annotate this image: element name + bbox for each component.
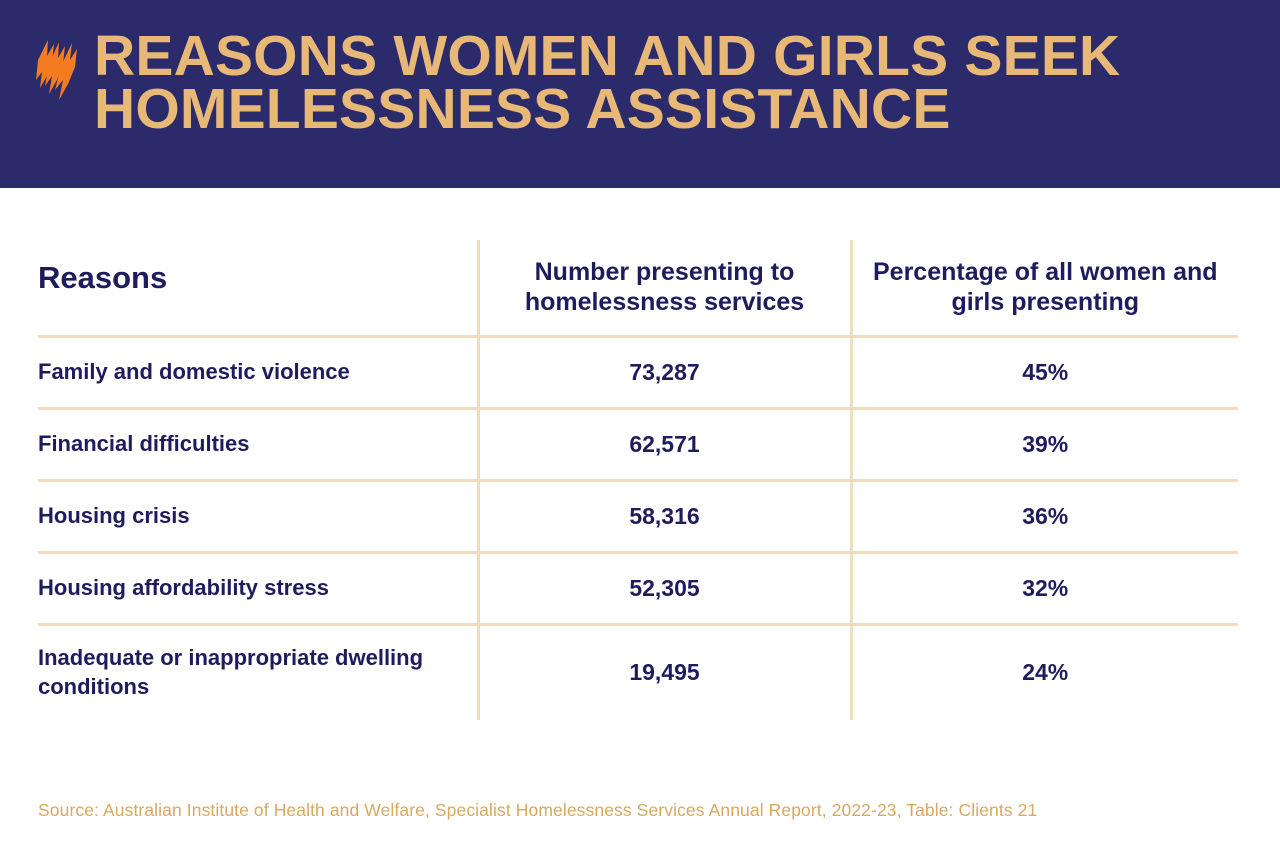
column-header-percentage: Percentage of all women and girls presen… <box>849 240 1238 338</box>
column-header-reasons: Reasons <box>38 240 478 338</box>
table-row: Family and domestic violence 73,287 45% <box>38 336 1238 410</box>
page-title: Reasons women and girls seek homelessnes… <box>94 24 1121 141</box>
cell-percentage: 45% <box>849 336 1238 410</box>
header-banner: Reasons women and girls seek homelessnes… <box>0 0 1280 188</box>
table-row: Inadequate or inappropriate dwelling con… <box>38 624 1238 720</box>
cell-reason: Financial difficulties <box>38 408 478 482</box>
cell-percentage: 39% <box>849 408 1238 482</box>
table-row: Housing affordability stress 52,305 32% <box>38 552 1238 626</box>
cell-reason: Inadequate or inappropriate dwelling con… <box>38 645 424 699</box>
sbs-flame-logo-icon <box>34 38 80 102</box>
table-header: Reasons Number presenting to homelessnes… <box>38 240 1238 338</box>
cell-reason: Housing affordability stress <box>38 552 478 626</box>
cell-number: 19,495 <box>476 624 851 720</box>
cell-number: 58,316 <box>476 480 851 554</box>
cell-number: 73,287 <box>476 336 851 410</box>
cell-reason: Family and domestic violence <box>38 336 478 410</box>
reasons-table: Reasons Number presenting to homelessnes… <box>38 240 1238 720</box>
table-row: Financial difficulties 62,571 39% <box>38 408 1238 482</box>
table-header-row: Reasons Number presenting to homelessnes… <box>38 240 1238 338</box>
cell-number: 52,305 <box>476 552 851 626</box>
table-row: Housing crisis 58,316 36% <box>38 480 1238 554</box>
source-note: Source: Australian Institute of Health a… <box>38 800 1038 820</box>
cell-percentage: 36% <box>849 480 1238 554</box>
cell-percentage: 24% <box>849 624 1238 720</box>
data-table-container: Reasons Number presenting to homelessnes… <box>38 240 1238 720</box>
cell-reason: Housing crisis <box>38 480 478 554</box>
column-header-number: Number presenting to homelessness servic… <box>476 240 851 338</box>
table-body: Family and domestic violence 73,287 45% … <box>38 336 1238 720</box>
cell-percentage: 32% <box>849 552 1238 626</box>
cell-number: 62,571 <box>476 408 851 482</box>
